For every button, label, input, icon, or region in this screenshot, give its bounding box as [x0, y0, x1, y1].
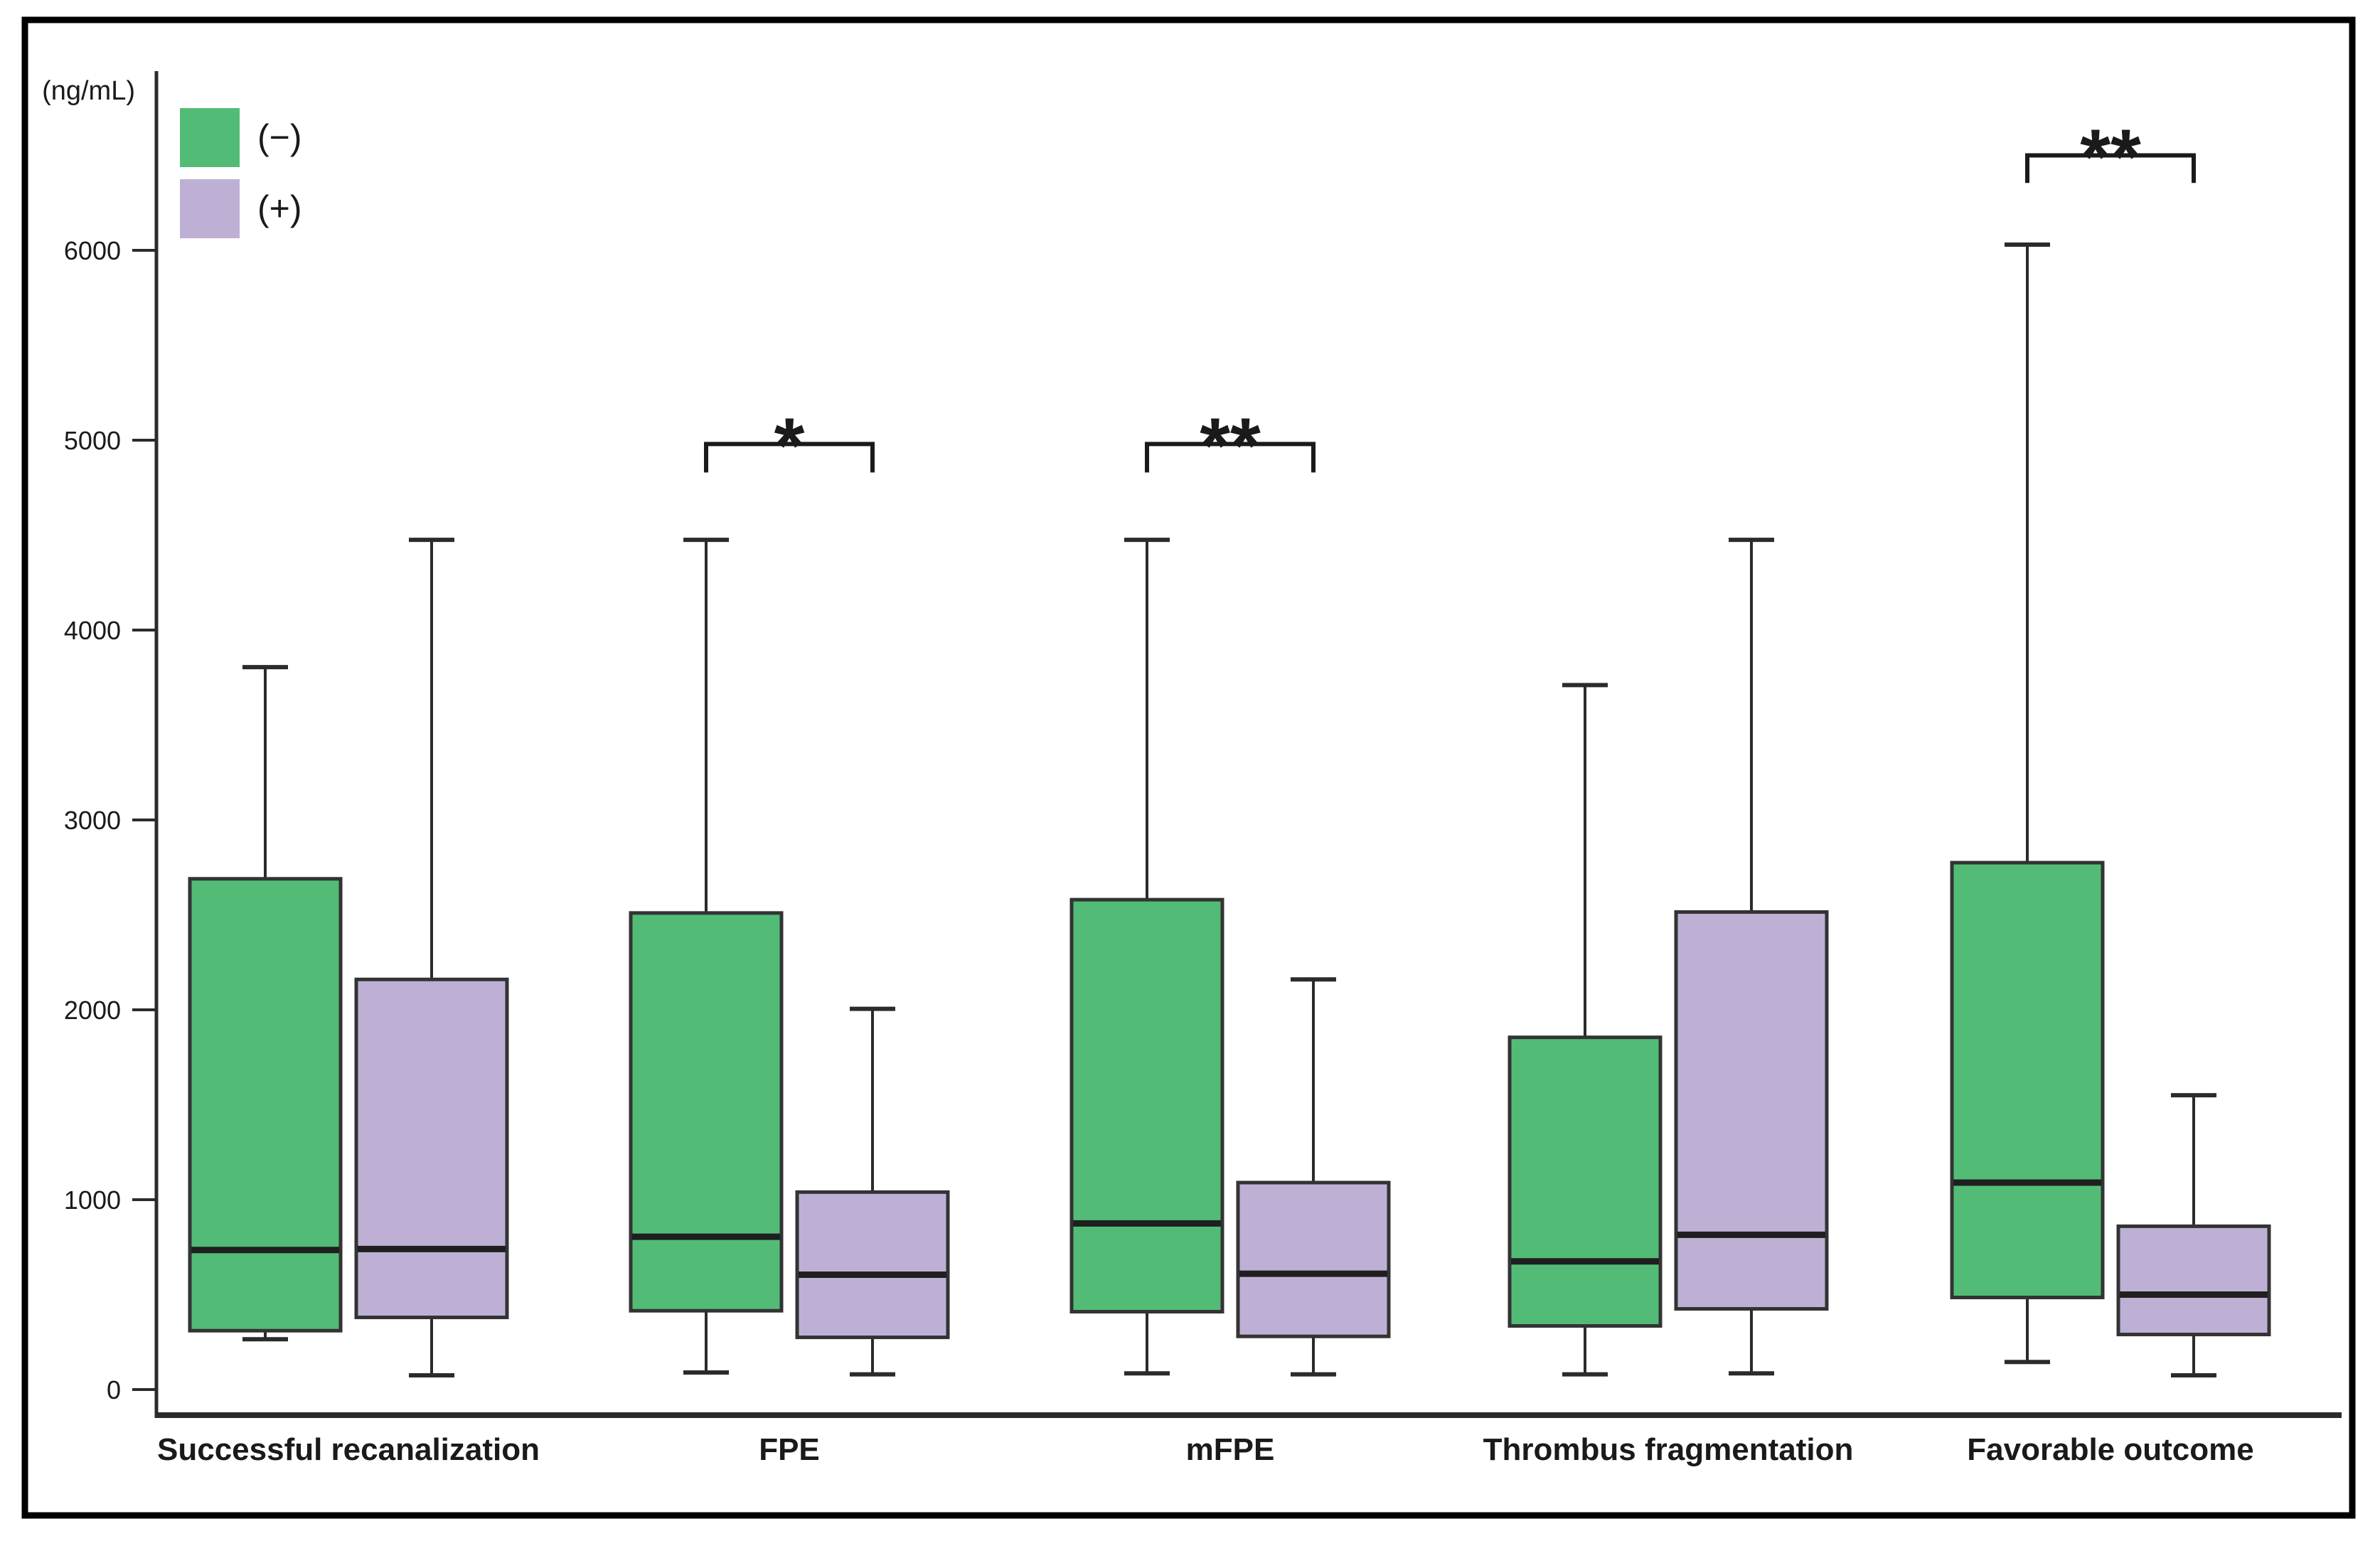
box-minus-favorable-outcome	[1950, 860, 2105, 1300]
box-plus-fpe	[795, 1190, 950, 1340]
category-label-favorable-outcome: Favorable outcome	[1967, 1432, 2253, 1467]
y-tick-label-0: 0	[107, 1375, 121, 1404]
box-minus-fpe	[629, 911, 784, 1313]
significance-bracket-favorable-outcome	[2025, 153, 2196, 183]
category-label-fpe: FPE	[759, 1432, 820, 1467]
y-tick-label-1000: 1000	[64, 1185, 121, 1215]
significance-stars-favorable-outcome: **	[2080, 114, 2141, 201]
figure-border-frame	[21, 16, 2356, 1519]
y-tick-label-4000: 4000	[64, 616, 121, 645]
y-tick-label-6000: 6000	[64, 236, 121, 265]
significance-bracket-mfpe	[1145, 442, 1316, 473]
box-plus-thrombus-fragmentation	[1674, 910, 1829, 1311]
significance-bracket-fpe	[704, 442, 875, 473]
box-plus-successful-recanalization	[354, 977, 509, 1320]
category-label-thrombus-fragmentation: Thrombus fragmentation	[1483, 1432, 1854, 1467]
significance-stars-fpe: *	[774, 402, 805, 489]
box-minus-thrombus-fragmentation	[1507, 1035, 1663, 1328]
legend-swatch-minus	[180, 108, 240, 167]
box-plus-favorable-outcome	[2116, 1224, 2271, 1337]
significance-stars-mfpe: **	[1200, 402, 1261, 489]
y-tick-label-5000: 5000	[64, 426, 121, 455]
legend-swatch-plus	[180, 179, 240, 238]
y-tick-label-2000: 2000	[64, 996, 121, 1025]
category-label-mfpe: mFPE	[1186, 1432, 1275, 1467]
legend-label-minus: (−)	[257, 117, 302, 157]
box-plus-mfpe	[1236, 1180, 1391, 1338]
box-minus-mfpe	[1069, 897, 1224, 1314]
legend-label-plus: (+)	[257, 188, 302, 228]
category-label-successful-recanalization: Successful recanalization	[157, 1432, 540, 1467]
y-axis-unit-label: (ng/mL)	[42, 76, 135, 106]
box-minus-successful-recanalization	[188, 877, 343, 1333]
y-tick-label-3000: 3000	[64, 806, 121, 835]
